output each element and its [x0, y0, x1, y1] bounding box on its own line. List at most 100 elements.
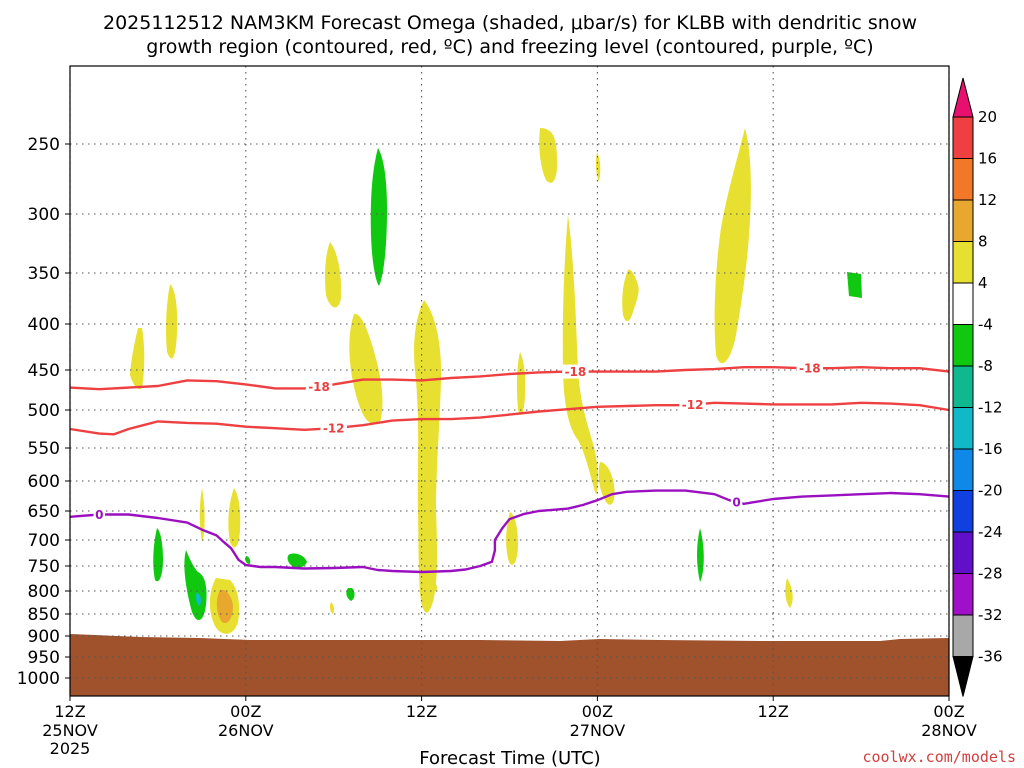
omega-area-yellow	[506, 512, 518, 565]
colorbar-label: -36	[978, 648, 1003, 666]
colorbar-label: -20	[978, 482, 1003, 500]
omega-area-green	[697, 528, 704, 582]
colorbar-segment	[952, 365, 974, 408]
colorbar-segment	[952, 490, 974, 533]
contour-label: -12	[323, 422, 345, 436]
y-tick-label: 400	[28, 315, 60, 335]
contour-label-bg	[320, 421, 347, 436]
colorbar-segment	[952, 158, 974, 201]
x-tick-label: 00Z	[933, 702, 964, 721]
colorbar-label: -24	[978, 523, 1003, 541]
omega-area-green	[370, 148, 387, 286]
omega-shading-negative	[153, 148, 862, 621]
x-tick-label: 28NOV	[921, 721, 977, 740]
colorbar-segment	[952, 116, 974, 159]
x-axis-label: Forecast Time (UTC)	[419, 748, 600, 768]
colorbar-label: -32	[978, 606, 1003, 624]
y-tick-label: 900	[28, 627, 60, 647]
colorbar-label: -28	[978, 565, 1003, 583]
contour-label-bg	[562, 364, 589, 379]
colorbar-segment	[952, 614, 974, 657]
chart-title-line1: 2025112512 NAM3KM Forecast Omega (shaded…	[103, 12, 917, 34]
colorbar-label: 16	[978, 150, 997, 168]
omega-area-yellow	[349, 313, 383, 424]
colorbar-label: -4	[978, 316, 993, 334]
colorbar-label: 8	[978, 233, 988, 251]
omega-area-green	[153, 528, 163, 582]
omega-area-yellow	[714, 128, 751, 364]
colorbar: 20 16 12 8 4 -4 -8 -12 -16 -20 -24 -28 -32 -36	[952, 77, 1003, 697]
colorbar-label: -12	[978, 399, 1003, 417]
x-tick-label: 00Z	[582, 702, 613, 721]
omega-area-orange	[216, 589, 233, 624]
omega-area-yellow	[325, 242, 342, 308]
credit-label: coolwx.com/models	[862, 748, 1016, 766]
contour-label-bg	[796, 361, 824, 376]
x-tick-label: 27NOV	[570, 721, 626, 740]
colorbar-label: 20	[978, 108, 997, 126]
colorbar-segment	[952, 407, 974, 450]
omega-area-green	[184, 550, 207, 621]
contour-label: -18	[565, 365, 587, 379]
omega-area-green	[245, 556, 251, 564]
contour-label-bg	[93, 507, 106, 522]
x-tick-label: 26NOV	[218, 721, 274, 740]
omega-area-yellow	[329, 602, 335, 614]
contour-label-bg	[305, 379, 333, 394]
contour-label: -18	[308, 380, 330, 394]
contour-label: -12	[682, 398, 704, 412]
colorbar-segment	[952, 448, 974, 491]
y-tick-label: 950	[28, 648, 60, 668]
contour-label-bg	[730, 495, 743, 509]
y-tick-label: 1000	[17, 669, 60, 689]
omega-area-yellow	[562, 215, 599, 495]
colorbar-arrow-top	[952, 77, 974, 118]
y-tick-label: 250	[28, 135, 60, 155]
contour-lines: -18 -18 -18 -12 -12 0 0	[69, 361, 950, 574]
omega-area-yellow	[516, 352, 526, 415]
x-tick-label: 12Z	[54, 702, 85, 721]
x-tick-label: 12Z	[758, 702, 789, 721]
colorbar-segment	[952, 531, 974, 574]
terrain	[70, 634, 949, 696]
contour-label: 0	[95, 508, 103, 522]
contour-label: -18	[799, 362, 821, 376]
y-tick-label: 350	[28, 264, 60, 284]
x-tick-label: 2025	[50, 739, 91, 758]
plot-border	[69, 65, 950, 697]
y-tick-label: 700	[28, 531, 60, 551]
y-tick-label: 800	[28, 582, 60, 602]
colorbar-segment	[952, 199, 974, 242]
y-tick-label: 300	[28, 205, 60, 225]
y-tick-label: 600	[28, 472, 60, 492]
omega-area-yellow	[785, 578, 793, 608]
y-tick-label: 500	[28, 401, 60, 421]
colorbar-segment	[952, 324, 974, 367]
omega-area-yellow	[622, 269, 639, 322]
omega-area-green	[287, 553, 307, 568]
x-tick-label: 12Z	[406, 702, 437, 721]
y-tick-label: 850	[28, 605, 60, 625]
colorbar-label: -16	[978, 440, 1003, 458]
omega-area-yellow	[166, 284, 178, 359]
x-tick-label: 00Z	[230, 702, 261, 721]
contour-dgz--12	[69, 401, 950, 436]
omega-area-green	[847, 272, 862, 298]
colorbar-label: 12	[978, 191, 997, 209]
colorbar-segment	[952, 241, 974, 284]
y-tick-label: 550	[28, 439, 60, 459]
y-tick-label: 450	[28, 361, 60, 381]
colorbar-label: 4	[978, 274, 988, 292]
omega-area-yellow	[130, 328, 145, 390]
colorbar-label: -8	[978, 357, 993, 375]
x-tick-label: 25NOV	[42, 721, 98, 740]
omega-area-yellow	[228, 488, 241, 548]
colorbar-segment	[952, 573, 974, 616]
contour-label-bg	[679, 397, 706, 412]
y-tick-label: 650	[28, 502, 60, 522]
contour-label: 0	[732, 496, 740, 510]
colorbar-segment	[952, 282, 974, 325]
